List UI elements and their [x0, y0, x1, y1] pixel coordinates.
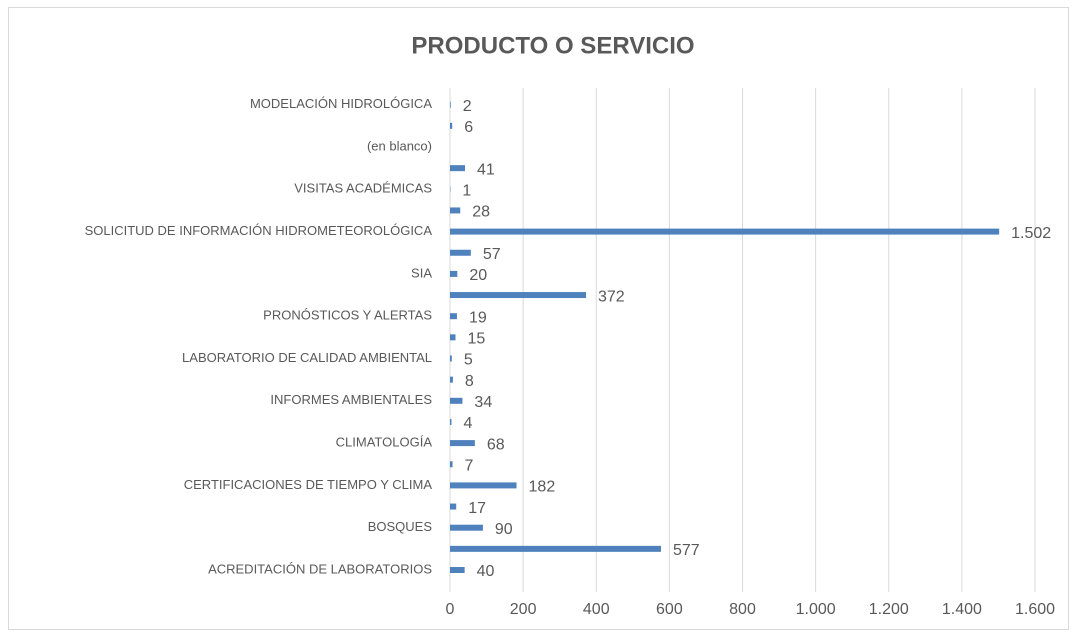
chart-frame	[8, 7, 1069, 630]
bar	[450, 313, 457, 320]
bar	[450, 101, 451, 108]
y-tick-label: ACREDITACIÓN DE LABORATORIOS	[208, 561, 432, 576]
data-label: 28	[472, 204, 490, 221]
bar	[450, 461, 453, 468]
x-tick-label: 600	[656, 601, 683, 618]
chart-title: PRODUCTO O SERVICIO	[411, 32, 694, 59]
bar	[450, 270, 458, 277]
data-label: 372	[598, 288, 625, 305]
bar	[450, 207, 461, 214]
bar	[450, 376, 453, 383]
y-tick-label: PRONÓSTICOS Y ALERTAS	[263, 308, 432, 323]
data-label: 6	[464, 119, 473, 136]
bar	[450, 249, 471, 256]
x-tick-label: 1.200	[869, 601, 909, 618]
y-tick-label: SIA	[411, 265, 432, 280]
y-tick-label: INFORMES AMBIENTALES	[270, 392, 432, 407]
bar	[450, 334, 456, 341]
data-label: 1	[462, 183, 471, 200]
bar	[450, 122, 453, 129]
x-tick-label: 200	[510, 601, 537, 618]
data-label: 182	[529, 479, 556, 496]
x-tick-label: 1.000	[796, 601, 836, 618]
data-label: 5	[464, 352, 473, 369]
bar	[450, 397, 463, 404]
bar	[450, 545, 661, 552]
y-tick-label: (en blanco)	[367, 138, 432, 153]
y-tick-label: LABORATORIO DE CALIDAD AMBIENTAL	[182, 350, 432, 365]
data-label: 17	[468, 500, 486, 517]
bar	[450, 292, 587, 299]
data-label: 4	[463, 415, 472, 432]
data-label: 8	[465, 373, 474, 390]
bar	[450, 503, 457, 510]
data-label: 2	[463, 98, 472, 115]
x-tick-label: 1.400	[942, 601, 982, 618]
bar	[450, 440, 475, 447]
data-label: 57	[483, 246, 501, 263]
data-label: 34	[474, 394, 492, 411]
data-label: 68	[487, 436, 505, 453]
y-tick-label: CERTIFICACIONES DE TIEMPO Y CLIMA	[184, 477, 433, 492]
bar	[450, 355, 452, 362]
bar	[450, 228, 1000, 235]
x-tick-label: 800	[729, 601, 756, 618]
bar	[450, 524, 483, 531]
y-tick-label: CLIMATOLOGÍA	[336, 435, 433, 450]
data-label: 1.502	[1011, 225, 1051, 242]
x-tick-label: 0	[446, 601, 455, 618]
y-tick-label: BOSQUES	[368, 519, 433, 534]
y-tick-label: MODELACIÓN HIDROLÓGICA	[250, 96, 432, 111]
data-label: 15	[467, 331, 485, 348]
x-tick-label: 400	[583, 601, 610, 618]
data-label: 90	[495, 521, 513, 538]
bar	[450, 567, 465, 573]
data-label: 7	[465, 457, 474, 474]
bar	[450, 165, 465, 172]
bar	[450, 482, 517, 489]
x-tick-label: 1.600	[1015, 601, 1055, 618]
data-label: 41	[477, 161, 495, 178]
bar	[450, 418, 452, 425]
data-label: 577	[673, 542, 700, 559]
data-label: 19	[469, 309, 487, 326]
data-label: 20	[469, 267, 487, 284]
y-tick-label: VISITAS ACADÉMICAS	[294, 181, 432, 196]
y-tick-label: SOLICITUD DE INFORMACIÓN HIDROMETEOROLÓG…	[85, 223, 433, 238]
data-label: 40	[477, 563, 495, 580]
